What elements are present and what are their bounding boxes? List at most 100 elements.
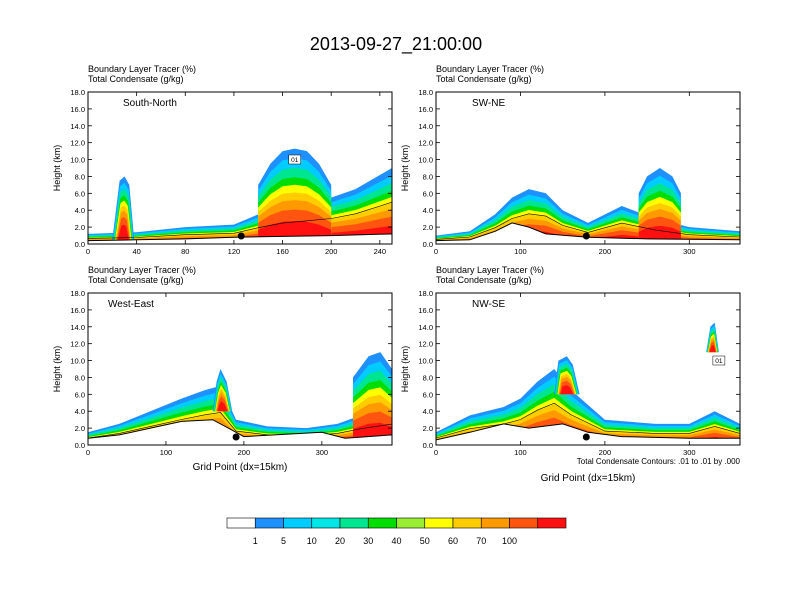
tracer-band: [117, 224, 129, 240]
y-tick-label: 2.0: [75, 223, 85, 232]
colorbar-label: 60: [448, 536, 458, 546]
x-axis-label: Grid Point (dx=15km): [541, 473, 636, 484]
y-tick-label: 14.0: [70, 323, 85, 332]
y-axis-label: Height (km): [52, 145, 62, 192]
y-tick-label: 0.0: [75, 240, 85, 249]
x-tick-label: 240: [374, 247, 387, 256]
x-tick-label: 300: [316, 448, 329, 457]
colorbar-swatch: [367, 517, 397, 529]
x-tick-label: 300: [683, 448, 696, 457]
y-tick-label: 18.0: [70, 88, 85, 97]
y-tick-label: 8.0: [423, 172, 433, 181]
tracer-field: [436, 322, 740, 445]
x-tick-label: 0: [434, 247, 438, 256]
colorbar-label: 1: [253, 536, 258, 546]
x-tick-label: 200: [599, 448, 612, 457]
y-tick-label: 6.0: [75, 189, 85, 198]
panel-variable-label: Total Condensate (g/kg): [436, 275, 532, 285]
x-tick-label: 160: [276, 247, 289, 256]
y-axis-label: Height (km): [400, 346, 410, 393]
y-tick-label: 10.0: [70, 156, 85, 165]
colorbar-swatch: [452, 517, 482, 529]
colorbar-swatch: [537, 517, 567, 529]
condensate-contour: [436, 213, 740, 240]
x-tick-label: 300: [683, 247, 696, 256]
tracer-band: [560, 385, 574, 395]
colorbar-swatch: [226, 517, 256, 529]
tracer-band: [709, 345, 716, 353]
location-marker: [582, 232, 590, 240]
y-tick-label: 14.0: [418, 323, 433, 332]
condensate-contour: [88, 412, 392, 439]
colorbar-swatch: [424, 517, 454, 529]
contour-label: 01: [291, 157, 299, 164]
y-tick-label: 6.0: [423, 390, 433, 399]
x-tick-label: 120: [228, 247, 241, 256]
terrain: [88, 419, 392, 445]
cross-section-label: NW-SE: [472, 299, 505, 310]
tracer-band: [217, 401, 228, 412]
panel-variable-label: Total Condensate (g/kg): [88, 74, 184, 84]
contour-footnote: Total Condensate Contours: .01 to .01 by…: [577, 457, 741, 466]
x-tick-label: 200: [325, 247, 338, 256]
colorbar-label: 70: [476, 536, 486, 546]
plot-frame: [435, 292, 741, 446]
y-tick-label: 2.0: [423, 223, 433, 232]
colorbar-label: 30: [363, 536, 373, 546]
panel-variable-label: Total Condensate (g/kg): [88, 275, 184, 285]
colorbar-label: 50: [420, 536, 430, 546]
y-axis-label: Height (km): [52, 346, 62, 393]
tracer-field: [88, 148, 392, 244]
panel-sw-ne: Boundary Layer Tracer (%)Total Condensat…: [400, 64, 741, 256]
y-tick-label: 16.0: [418, 306, 433, 315]
contour-label-box: [712, 355, 726, 366]
y-tick-label: 16.0: [418, 105, 433, 114]
x-tick-label: 0: [86, 247, 90, 256]
x-tick-label: 40: [132, 247, 140, 256]
x-tick-label: 200: [238, 448, 251, 457]
y-tick-label: 8.0: [75, 373, 85, 382]
colorbar-swatch: [509, 517, 539, 529]
colorbar: 1 5 10 20 30 40 50 60 70 100: [226, 517, 567, 546]
contour-label-box: [288, 154, 301, 165]
panel-variable-label: Boundary Layer Tracer (%): [88, 265, 196, 275]
x-tick-label: 200: [599, 247, 612, 256]
colorbar-label: 5: [281, 536, 286, 546]
contour-label: 01: [715, 358, 723, 365]
y-tick-label: 0.0: [423, 441, 433, 450]
y-tick-label: 4.0: [75, 407, 85, 416]
x-tick-label: 100: [514, 448, 527, 457]
terrain: [436, 222, 740, 244]
colorbar-swatch: [311, 517, 341, 529]
y-tick-label: 4.0: [423, 407, 433, 416]
y-tick-label: 10.0: [418, 156, 433, 165]
y-tick-label: 14.0: [70, 122, 85, 131]
plot-frame: [87, 91, 393, 245]
y-tick-label: 2.0: [423, 424, 433, 433]
y-tick-label: 18.0: [418, 88, 433, 97]
y-tick-label: 8.0: [423, 373, 433, 382]
y-tick-label: 12.0: [418, 340, 433, 349]
y-tick-label: 4.0: [75, 206, 85, 215]
plot-frame: [87, 292, 393, 446]
panel-variable-label: Boundary Layer Tracer (%): [436, 64, 544, 74]
panel-variable-label: Boundary Layer Tracer (%): [88, 64, 196, 74]
x-tick-label: 0: [86, 448, 90, 457]
y-tick-label: 6.0: [423, 189, 433, 198]
y-tick-label: 14.0: [418, 122, 433, 131]
y-tick-label: 10.0: [418, 357, 433, 366]
location-marker: [582, 433, 590, 441]
cross-section-label: West-East: [108, 299, 154, 310]
y-axis-label: Height (km): [400, 145, 410, 192]
panel-south-north: Boundary Layer Tracer (%)Total Condensat…: [52, 64, 393, 256]
colorbar-swatch: [480, 517, 510, 529]
y-tick-label: 2.0: [75, 424, 85, 433]
x-tick-label: 80: [181, 247, 189, 256]
x-tick-label: 100: [514, 247, 527, 256]
x-tick-label: 100: [160, 448, 173, 457]
y-tick-label: 8.0: [75, 172, 85, 181]
location-marker: [232, 433, 240, 441]
y-tick-label: 16.0: [70, 306, 85, 315]
colorbar-label: 10: [307, 536, 317, 546]
